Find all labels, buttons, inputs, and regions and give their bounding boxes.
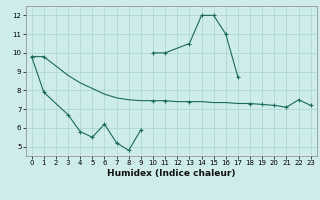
X-axis label: Humidex (Indice chaleur): Humidex (Indice chaleur) (107, 169, 236, 178)
